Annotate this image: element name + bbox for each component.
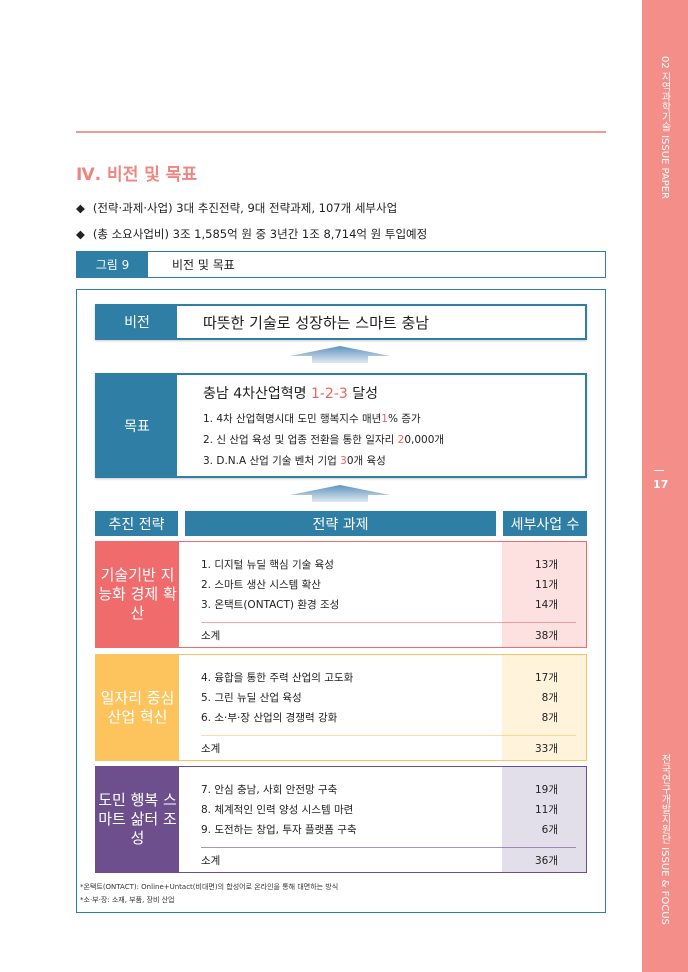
goal-content: 충남 4차산업혁명 1-2-3 달성 1. 4차 산업혁명시대 도민 행복지수 … <box>177 375 444 476</box>
bullet-1: ◆ (전략·과제·사업) 3대 추진전략, 9대 전략과제, 107개 세부사업 <box>76 200 397 216</box>
task-name: 1. 디지털 뉴딜 핵심 기술 육성 <box>201 559 334 571</box>
task-name: 7. 안심 충남, 사회 안전망 구축 <box>201 784 338 796</box>
task-name: 2. 스마트 생산 시스템 확산 <box>201 579 321 591</box>
bullet-text: (전략·과제·사업) 3대 추진전략, 9대 전략과제, 107개 세부사업 <box>92 201 398 215</box>
figure-label: 그림 9 <box>77 252 148 277</box>
task-list: 4. 융합을 통한 주력 산업의 고도화 17개 5. 그린 뉴딜 산업 육성 8개 6… <box>179 655 586 760</box>
goal-text: 0,000개 <box>404 434 445 446</box>
footnote: *온택트(ONTACT): Online+Untact(비대면)의 합성어로 온… <box>80 883 339 891</box>
subtotal-count: 36개 <box>534 855 558 867</box>
task-count: 17개 <box>534 672 558 684</box>
goal-headline-text: 달성 <box>347 386 379 402</box>
goal-text: 3. D.N.A 산업 기술 벤처 기업 <box>203 455 341 467</box>
subtotal-label: 소계 <box>201 630 221 642</box>
goal-text: % 증가 <box>387 413 421 425</box>
task-name: 9. 도전하는 창업, 투자 플랫폼 구축 <box>201 824 357 836</box>
task-count: 19개 <box>534 784 558 796</box>
diamond-icon: ◆ <box>76 227 85 241</box>
figure-caption: 그림 9 비전 및 목표 <box>76 251 606 278</box>
task-name: 6. 소·부·장 산업의 경쟁력 강화 <box>201 712 338 724</box>
goal-list: 1. 4차 산업혁명시대 도민 행복지수 매년1% 증가 2. 신 산업 육성 … <box>203 409 444 472</box>
goal-highlight: 2 <box>397 434 405 446</box>
task-count: 8개 <box>541 692 558 704</box>
vision-text: 따뜻한 기술로 성장하는 스마트 충남 <box>203 313 430 332</box>
task-name: 8. 체계적인 인력 양성 시스템 마련 <box>201 804 354 816</box>
divider <box>201 735 576 736</box>
strategy-label: 일자리 중심 산업 혁신 <box>96 655 179 760</box>
count-column <box>502 767 586 872</box>
task-count: 13개 <box>534 559 558 571</box>
header-strategy: 추진 전략 <box>95 511 178 536</box>
strategy-label: 도민 행복 스마트 삶터 조성 <box>96 767 179 872</box>
strategy-group: 기술기반 지능화 경제 확산 1. 디지털 뉴딜 핵심 기술 육성 13개 2. 스마… <box>95 541 587 648</box>
task-row: 5. 그린 뉴딜 산업 육성 8개 <box>201 690 558 705</box>
subtotal-row: 소계 38개 <box>201 628 558 643</box>
task-row: 4. 융합을 통한 주력 산업의 고도화 17개 <box>201 670 558 685</box>
task-count: 8개 <box>541 712 558 724</box>
goal-item: 1. 4차 산업혁명시대 도민 행복지수 매년1% 증가 <box>203 409 444 430</box>
figure-title: 비전 및 목표 <box>172 258 235 272</box>
count-column <box>502 542 586 647</box>
task-row: 1. 디지털 뉴딜 핵심 기술 육성 13개 <box>201 557 558 572</box>
subtotal-label: 소계 <box>201 743 221 755</box>
side-tab: 02 지역과학기술 ISSUE PAPER 17 전국연구개발지원단 ISSUE… <box>642 0 688 972</box>
goal-highlight: 3 <box>340 455 347 467</box>
goal-headline-text: 충남 4차산업혁명 <box>203 386 311 402</box>
bullet-2: ◆ (총 소요사업비) 3조 1,585억 원 중 3년간 1조 8,714억 원… <box>76 226 427 242</box>
up-arrow-icon <box>290 346 390 363</box>
page-number: 17 <box>653 478 669 491</box>
task-row: 9. 도전하는 창업, 투자 플랫폼 구축 6개 <box>201 822 558 837</box>
task-name: 5. 그린 뉴딜 산업 육성 <box>201 692 302 704</box>
task-count: 11개 <box>534 804 558 816</box>
goal-text: 1. 4차 산업혁명시대 도민 행복지수 매년 <box>203 413 382 425</box>
subtotal-count: 33개 <box>534 743 558 755</box>
subtotal-row: 소계 33개 <box>201 741 558 756</box>
goal-highlight: 1 <box>381 413 388 425</box>
strategy-group: 일자리 중심 산업 혁신 4. 융합을 통한 주력 산업의 고도화 17개 5. 그린… <box>95 654 587 761</box>
strategy-label: 기술기반 지능화 경제 확산 <box>96 542 179 647</box>
task-row: 6. 소·부·장 산업의 경쟁력 강화 8개 <box>201 710 558 725</box>
subtotal-label: 소계 <box>201 855 221 867</box>
task-count: 14개 <box>534 599 558 611</box>
task-row: 8. 체계적인 인력 양성 시스템 마련 11개 <box>201 802 558 817</box>
divider <box>201 622 576 623</box>
goal-text: 2. 신 산업 육성 및 업종 전환을 통한 일자리 <box>203 434 398 446</box>
count-column <box>502 655 586 760</box>
running-header: 02 지역과학기술 ISSUE PAPER <box>659 56 670 200</box>
footnote: *소·부·장: 소재, 부품, 장비 산업 <box>80 896 175 904</box>
task-name: 4. 융합을 통한 주력 산업의 고도화 <box>201 672 354 684</box>
subtotal-row: 소계 36개 <box>201 853 558 868</box>
task-count: 6개 <box>541 824 558 836</box>
task-list: 1. 디지털 뉴딜 핵심 기술 육성 13개 2. 스마트 생산 시스템 확산 11개… <box>179 542 586 647</box>
section-title: Ⅳ. 비전 및 목표 <box>76 165 198 185</box>
bullet-text: (총 소요사업비) 3조 1,585억 원 중 3년간 1조 8,714억 원 … <box>92 227 428 241</box>
goal-box: 목표 충남 4차산업혁명 1-2-3 달성 1. 4차 산업혁명시대 도민 행복… <box>95 373 587 478</box>
task-row: 3. 온택트(ONTACT) 환경 조성 14개 <box>201 597 558 612</box>
header-count: 세부사업 수 <box>503 511 587 536</box>
subtotal-count: 38개 <box>534 630 558 642</box>
up-arrow-icon <box>290 485 390 502</box>
vision-box: 비전 따뜻한 기술로 성장하는 스마트 충남 <box>95 304 587 340</box>
goal-item: 3. D.N.A 산업 기술 벤처 기업 30개 육성 <box>203 451 444 472</box>
goal-item: 2. 신 산업 육성 및 업종 전환을 통한 일자리 20,000개 <box>203 430 444 451</box>
goal-label: 목표 <box>97 375 177 476</box>
task-row: 2. 스마트 생산 시스템 확산 11개 <box>201 577 558 592</box>
header-tasks: 전략 과제 <box>185 511 496 536</box>
figure-frame <box>76 289 606 913</box>
running-footer: 전국연구개발지원단 ISSUE & FOCUS <box>659 754 670 925</box>
strategy-group: 도민 행복 스마트 삶터 조성 7. 안심 충남, 사회 안전망 구축 19개 8. … <box>95 766 587 873</box>
goal-headline: 충남 4차산업혁명 1-2-3 달성 <box>203 383 444 403</box>
goal-headline-highlight: 1-2-3 <box>310 386 348 402</box>
diamond-icon: ◆ <box>76 201 85 215</box>
vision-label: 비전 <box>97 306 177 338</box>
task-count: 11개 <box>534 579 558 591</box>
task-name: 3. 온택트(ONTACT) 환경 조성 <box>201 599 340 611</box>
divider <box>201 847 576 848</box>
goal-text: 0개 육성 <box>346 455 386 467</box>
task-list: 7. 안심 충남, 사회 안전망 구축 19개 8. 체계적인 인력 양성 시스템 … <box>179 767 586 872</box>
top-rule <box>76 131 606 133</box>
divider <box>654 470 664 471</box>
task-row: 7. 안심 충남, 사회 안전망 구축 19개 <box>201 782 558 797</box>
